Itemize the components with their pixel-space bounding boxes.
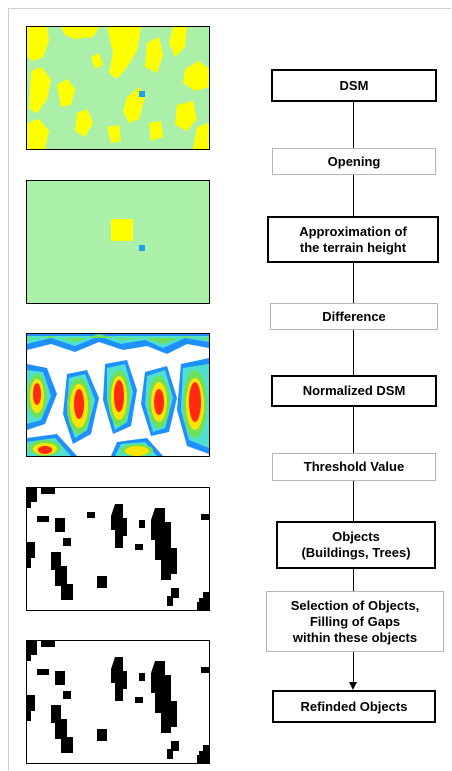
step-objects-label: Objects (Buildings, Trees) [301, 529, 411, 560]
connector-terrain-difference [353, 263, 354, 303]
connector-objects-selection [353, 569, 354, 591]
connector-ndsm-threshold [353, 407, 354, 453]
step-opening: Opening [272, 148, 436, 175]
step-opening-label: Opening [327, 153, 381, 169]
ndsm-map-panel [26, 333, 210, 457]
step-dsm: DSM [271, 69, 437, 102]
step-threshold-label: Threshold Value [303, 459, 405, 474]
dsm-map-panel [26, 26, 210, 150]
step-difference-label: Difference [322, 308, 386, 324]
refined-mask-panel [26, 640, 210, 764]
figure-frame [8, 8, 451, 770]
terrain-map-panel [26, 180, 210, 304]
arrow-to-refined [349, 682, 357, 690]
connector-opening-terrain [353, 175, 354, 216]
connector-threshold-objects [353, 481, 354, 521]
step-objects: Objects (Buildings, Trees) [276, 521, 436, 569]
connector-dsm-opening [353, 102, 354, 148]
objects-mask-image [27, 488, 209, 610]
terrain-map-image [27, 181, 209, 303]
step-difference: Difference [270, 303, 438, 330]
step-threshold: Threshold Value [272, 453, 436, 481]
objects-mask-panel [26, 487, 210, 611]
step-refined-objects: Refinded Objects [272, 690, 436, 723]
step-dsm-label: DSM [339, 77, 369, 93]
connector-selection-refined [353, 652, 354, 682]
step-normalized-dsm: Normalized DSM [271, 375, 437, 407]
step-ndsm-label: Normalized DSM [302, 383, 406, 398]
step-refined-label: Refinded Objects [300, 698, 408, 714]
step-terrain-label: Approximation of the terrain height [299, 223, 407, 255]
step-selection: Selection of Objects, Filling of Gaps wi… [266, 591, 444, 652]
refined-mask-image [27, 641, 209, 763]
ndsm-map-image [27, 334, 209, 456]
step-terrain-approximation: Approximation of the terrain height [267, 216, 439, 263]
dsm-map-image [27, 27, 209, 149]
step-selection-label: Selection of Objects, Filling of Gaps wi… [290, 597, 420, 645]
connector-difference-ndsm [353, 330, 354, 375]
